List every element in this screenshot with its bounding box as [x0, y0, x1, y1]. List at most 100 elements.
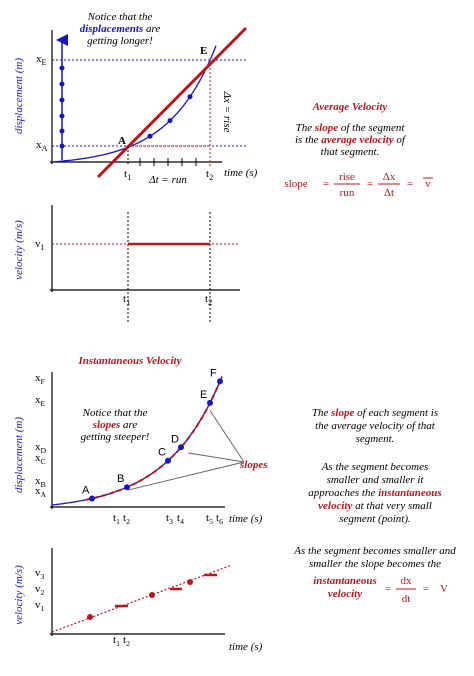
base: x [35, 394, 41, 406]
subscript: D [41, 446, 47, 455]
dot [59, 97, 65, 103]
base: t [113, 512, 116, 524]
label: Average Velocity [312, 101, 388, 113]
label: v [425, 178, 431, 190]
subscript: B [41, 480, 46, 489]
label: instantaneous [313, 575, 377, 587]
base: t [177, 512, 180, 524]
run: are [120, 419, 137, 431]
run: Notice that the [82, 407, 148, 419]
label: Δt = run [148, 174, 187, 186]
run: is the [295, 134, 321, 146]
label: A [82, 484, 90, 496]
text-line: displacements are [80, 23, 161, 35]
subscript: 2 [208, 298, 212, 307]
base: t [206, 168, 209, 180]
label: displacement (m) [13, 417, 25, 493]
label: velocity (m/s) [13, 220, 25, 280]
label: = [367, 178, 373, 190]
subscript: E [41, 399, 46, 408]
label: time (s) [229, 641, 263, 653]
text-line: getting steeper! [81, 431, 150, 443]
label: A [118, 135, 126, 147]
subscript: 2 [209, 173, 213, 182]
dot [59, 128, 65, 134]
subscript: A [41, 490, 47, 499]
label: Δx [383, 171, 396, 183]
curve [51, 45, 217, 163]
subscript: C [41, 457, 46, 466]
dot [187, 94, 193, 100]
subscript: 4 [180, 517, 184, 526]
run: getting longer! [87, 35, 153, 47]
label: dx [401, 575, 413, 587]
base: x [36, 53, 42, 65]
run: segment (point). [339, 513, 410, 525]
sub-label: t4 [177, 512, 184, 526]
text-line: that segment. [321, 146, 380, 158]
base: x [35, 372, 41, 384]
text-line: approaches the instantaneous [308, 487, 441, 499]
sub-label: t1 [123, 293, 130, 307]
label: dt [402, 593, 411, 605]
dot [59, 65, 65, 71]
label: E [200, 389, 207, 401]
label: rise [339, 171, 355, 183]
sub-label: v3 [35, 567, 45, 581]
sub-label: xF [35, 372, 45, 386]
base: t [123, 634, 126, 646]
subscript: 1 [41, 243, 45, 252]
dot [59, 81, 65, 87]
label: = [323, 178, 329, 190]
sub-label: xA [36, 139, 48, 153]
text-line: the average velocity of that [315, 420, 436, 432]
sub-label: t6 [216, 512, 223, 526]
subscript: 1 [127, 173, 131, 182]
subscript: 6 [219, 517, 223, 526]
run: slopes [92, 419, 121, 431]
text-line: As the segment becomes [321, 461, 429, 473]
run: the average velocity of that [315, 420, 436, 432]
run: average velocity [321, 134, 393, 146]
base: t [206, 512, 209, 524]
sub-label: t3 [166, 512, 173, 526]
base: t [216, 512, 219, 524]
label: = [423, 583, 429, 595]
base: t [123, 293, 126, 305]
run: of the segment [338, 122, 405, 134]
run: at that very small [352, 500, 431, 512]
sub-label: xE [36, 53, 47, 67]
run: slope [314, 122, 338, 134]
label: velocity (m/s) [13, 565, 25, 625]
text-line: slopes are [92, 419, 138, 431]
subscript: F [41, 377, 45, 386]
text-line: Notice that the [87, 11, 153, 23]
line [187, 452, 245, 463]
run: The [312, 407, 331, 419]
text-line: The slope of each segment is [312, 407, 438, 419]
base: x [35, 452, 41, 464]
label: Δt [384, 187, 394, 199]
subscript: 2 [41, 588, 45, 597]
dot [59, 113, 65, 119]
text-line: segment. [356, 433, 395, 445]
subscript: 5 [209, 517, 213, 526]
sub-label: t2 [123, 634, 130, 648]
label: E [200, 45, 207, 57]
run: of each segment is [354, 407, 438, 419]
run: approaches the [308, 487, 378, 499]
sub-label: xE [35, 394, 46, 408]
subscript: E [42, 58, 47, 67]
sub-label: xB [35, 475, 46, 489]
text-line: As the segment becomes smaller and [293, 545, 456, 557]
sub-label: v1 [35, 238, 45, 252]
line [51, 564, 233, 633]
dot [89, 495, 95, 502]
sub-label: t1 [124, 168, 131, 182]
subscript: 2 [126, 639, 130, 648]
dot [87, 614, 93, 620]
sub-label: xD [35, 441, 47, 455]
dot [124, 484, 130, 491]
text-line: velocity at that very small [318, 500, 432, 512]
text-line: segment (point). [339, 513, 410, 525]
